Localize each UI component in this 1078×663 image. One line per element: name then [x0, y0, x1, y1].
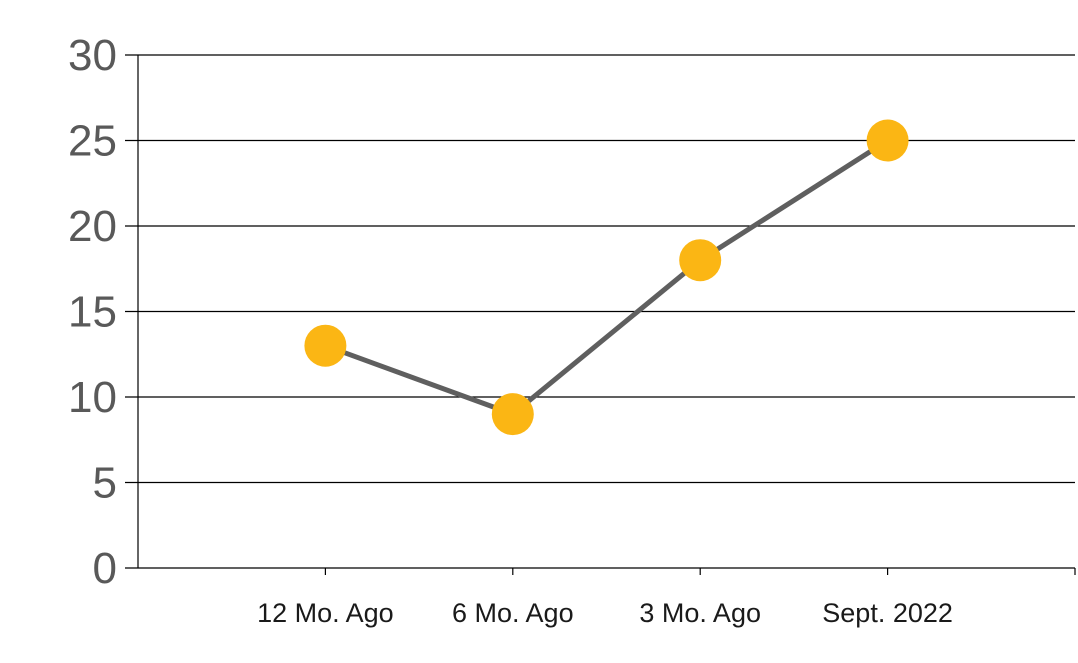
gridlines	[125, 54, 1075, 484]
x-tick-label-2: 6 Mo. Ago	[452, 598, 574, 628]
y-tick-label-15: 15	[68, 288, 117, 337]
y-tick-label-30: 30	[68, 31, 117, 80]
data-point-4	[866, 119, 909, 162]
x-tick-labels: 12 Mo. Ago 6 Mo. Ago 3 Mo. Ago Sept. 2022	[257, 598, 953, 628]
x-tick-label-1: 12 Mo. Ago	[257, 598, 394, 628]
y-tick-label-20: 20	[68, 202, 117, 251]
x-tick-label-4: Sept. 2022	[822, 598, 953, 628]
y-tick-label-0: 0	[93, 544, 117, 593]
axes	[125, 55, 1076, 575]
data-point-1	[304, 324, 347, 367]
y-tick-label-10: 10	[68, 373, 117, 422]
y-tick-label-25: 25	[68, 117, 117, 166]
y-tick-labels: 0 5 10 15 20 25 30	[68, 31, 117, 593]
series-line-1	[324, 138, 889, 417]
y-tick-label-5: 5	[93, 459, 117, 508]
x-tick-label-3: 3 Mo. Ago	[639, 598, 761, 628]
data-point-3	[679, 239, 722, 282]
series	[304, 119, 909, 436]
data-point-2	[491, 393, 534, 436]
